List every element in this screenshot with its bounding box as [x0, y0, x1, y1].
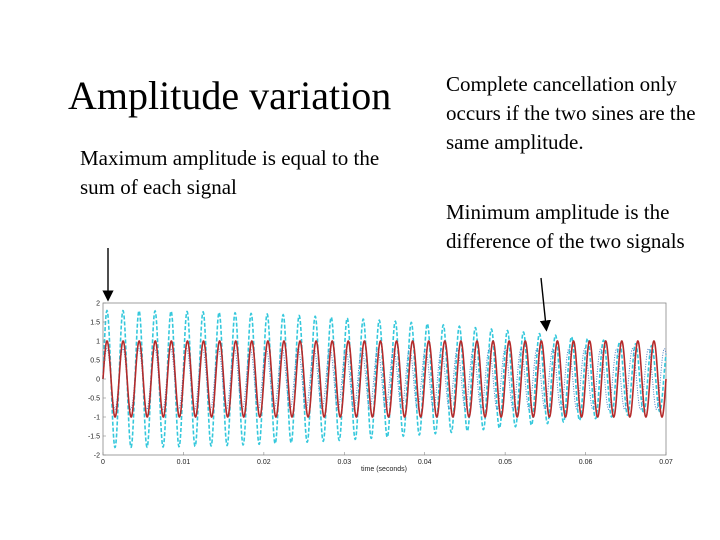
y-tick-label: -1.5 — [88, 434, 100, 441]
x-tick-label: 0.05 — [498, 459, 512, 466]
min-amplitude-note: Minimum amplitude is the difference of t… — [446, 200, 685, 253]
y-tick-label: 2 — [96, 301, 100, 308]
y-tick-label: 1 — [96, 339, 100, 346]
slide-title: Amplitude variation — [68, 73, 392, 118]
y-tick-label: 1.5 — [90, 320, 100, 327]
y-tick-label: -0.5 — [88, 396, 100, 403]
x-axis-label: time (seconds) — [361, 466, 407, 473]
min-amplitude-arrow — [539, 277, 551, 332]
cancellation-note: Complete cancellation only occurs if the… — [446, 72, 696, 154]
y-tick-label: -2 — [94, 453, 100, 460]
series-2-line — [102, 348, 667, 410]
x-tick-label: 0.03 — [337, 459, 351, 466]
x-tick-label: 0.02 — [257, 459, 271, 466]
x-tick-label: 0.01 — [177, 459, 191, 466]
y-tick-label: -1 — [94, 415, 100, 422]
x-tick-label: 0.06 — [579, 459, 593, 466]
max-amplitude-note: Maximum amplitude is equal to the sum of… — [80, 146, 380, 199]
x-tick-label: 0.04 — [418, 459, 432, 466]
series-1-line — [102, 340, 667, 418]
y-tick-label: 0 — [96, 377, 100, 384]
y-tick-label: 0.5 — [90, 358, 100, 365]
x-tick-label: 0 — [101, 459, 105, 466]
x-tick-label: 0.07 — [659, 459, 673, 466]
series-sum-line — [102, 309, 667, 449]
